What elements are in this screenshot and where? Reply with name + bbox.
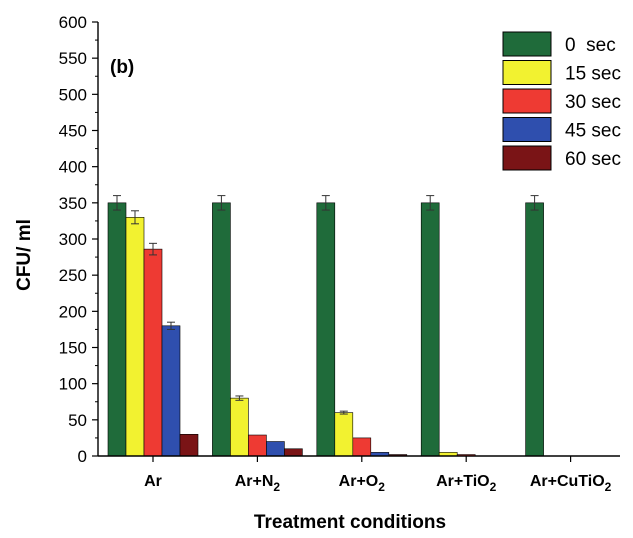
legend-swatch <box>502 145 552 171</box>
legend-swatch <box>502 88 552 114</box>
panel-label: (b) <box>110 57 134 78</box>
legend-label: 45 sec <box>565 121 621 142</box>
y-tick-label: 350 <box>59 194 87 213</box>
x-category-label: Ar+N2 <box>235 473 281 494</box>
bar <box>420 202 440 457</box>
y-tick-label: 300 <box>59 230 87 249</box>
legend: 0 sec 15 sec 30 sec 45 sec 60 sec <box>502 31 621 171</box>
x-category-label: Ar <box>144 473 162 490</box>
y-tick-label: 600 <box>59 13 87 32</box>
y-tick-label: 100 <box>59 375 87 394</box>
y-tick-label: 250 <box>59 266 87 285</box>
y-tick-label: 200 <box>59 302 87 321</box>
legend-label: 60 sec <box>565 149 621 170</box>
legend-swatch <box>502 117 552 142</box>
bar-series-group <box>107 195 544 457</box>
y-axis-ticks: 0 50 100 150 200 250 300 350 400 450 500 550 600 <box>59 13 98 466</box>
x-category-label: Ar+CuTiO2 <box>530 473 612 494</box>
x-axis-category-labels: Ar Ar+N2 Ar+O2 Ar+TiO2 Ar+CuTiO2 <box>144 456 612 494</box>
axes <box>97 22 620 457</box>
bar <box>143 248 163 457</box>
y-axis-title: CFU/ ml <box>14 219 35 291</box>
bar <box>248 434 267 457</box>
bar <box>334 412 354 457</box>
bar <box>284 448 303 457</box>
y-tick-label: 150 <box>59 339 87 358</box>
legend-label: 15 sec <box>565 64 621 85</box>
bar <box>107 202 127 457</box>
bar <box>316 202 336 457</box>
y-tick-label: 550 <box>59 49 87 68</box>
bar <box>525 202 544 457</box>
bar <box>266 441 285 457</box>
x-category-label: Ar+TiO2 <box>436 473 497 494</box>
x-category-label: Ar+O2 <box>339 473 386 494</box>
y-tick-label: 50 <box>68 411 87 430</box>
x-axis-title: Treatment conditions <box>254 512 446 533</box>
bar <box>179 433 199 457</box>
y-tick-label: 400 <box>59 158 87 177</box>
bar <box>352 437 372 457</box>
bar <box>125 217 145 457</box>
y-tick-label: 0 <box>78 447 87 466</box>
bar <box>161 325 181 457</box>
legend-label: 30 sec <box>565 92 621 113</box>
bar <box>212 202 231 457</box>
bar <box>230 397 249 457</box>
y-tick-label: 450 <box>59 122 87 141</box>
legend-label: 0 sec <box>565 35 616 56</box>
y-tick-label: 500 <box>59 85 87 104</box>
legend-swatch <box>502 60 552 85</box>
legend-swatch <box>502 31 552 57</box>
